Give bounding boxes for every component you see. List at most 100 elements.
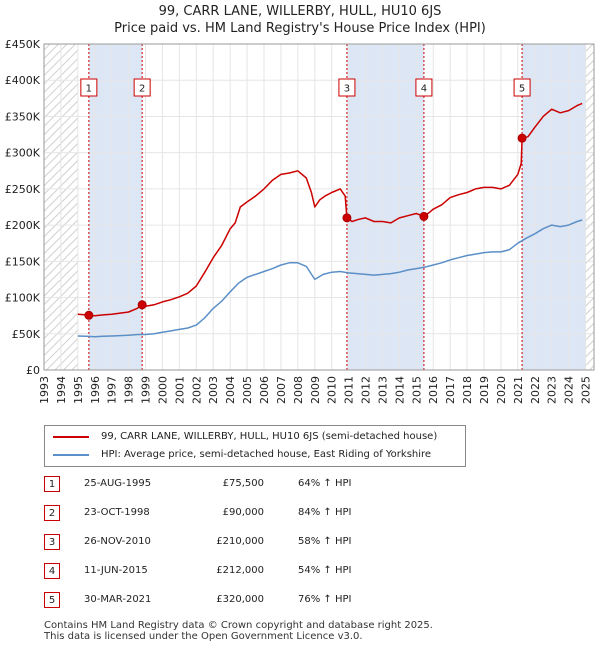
ownership-period-shade — [346, 44, 424, 370]
sale-date: 11-JUN-2015 — [84, 565, 148, 576]
x-tick-label: 2004 — [224, 376, 237, 404]
x-tick-label: 2015 — [410, 376, 423, 404]
sale-price: £75,500 — [222, 478, 264, 489]
x-tick-label: 2013 — [376, 376, 389, 404]
sale-point — [342, 213, 352, 223]
footer-licence: This data is licensed under the Open Gov… — [44, 631, 363, 642]
y-tick-label: £150K — [5, 255, 41, 268]
y-tick-label: £0 — [26, 364, 40, 377]
x-tick-label: 2024 — [563, 376, 576, 404]
sale-marker-label: 1 — [86, 84, 92, 95]
sale-marker-label: 4 — [421, 84, 427, 95]
x-tick-label: 1997 — [106, 376, 119, 404]
x-tick-label: 1993 — [38, 376, 51, 404]
legend-label-hpi: HPI: Average price, semi-detached house,… — [101, 449, 432, 460]
y-tick-label: £450K — [5, 38, 41, 51]
x-tick-label: 2018 — [461, 376, 474, 404]
sale-hpi-change: 58% ↑ HPI — [298, 536, 352, 547]
legend-label-property: 99, CARR LANE, WILLERBY, HULL, HU10 6JS … — [101, 431, 438, 442]
sale-point — [137, 300, 147, 310]
price-chart: 1 2 3 4 5 1993 1994 1995 1996 1997 1998 1999 2000 20… — [5, 38, 595, 404]
y-tick-label: £350K — [5, 110, 41, 123]
x-tick-label: 2001 — [173, 376, 186, 404]
legend-swatch-hpi — [53, 454, 89, 456]
x-tick-label: 2009 — [309, 376, 322, 404]
x-tick-label: 1998 — [123, 376, 136, 404]
chart-subtitle: Price paid vs. HM Land Registry's House … — [114, 21, 486, 36]
x-tick-label: 2011 — [343, 376, 356, 404]
sale-marker-box — [415, 78, 433, 97]
sales-table: 1 25-AUG-1995 £75,500 64% ↑ HPI 2 23-OCT… — [44, 472, 384, 617]
sale-number: 2 — [44, 505, 60, 521]
x-tick-label: 2008 — [292, 376, 305, 404]
x-tick-label: 2003 — [207, 376, 220, 404]
x-tick-label: 1994 — [55, 376, 68, 404]
x-tick-label: 2021 — [512, 376, 525, 404]
sale-hpi-change: 84% ↑ HPI — [298, 507, 352, 518]
y-tick-label: £200K — [5, 219, 41, 232]
sale-date: 23-OCT-1998 — [84, 507, 150, 518]
sale-hpi-change: 54% ↑ HPI — [298, 565, 352, 576]
sale-number: 3 — [44, 534, 60, 550]
sale-price: £210,000 — [216, 536, 264, 547]
x-tick-label: 2006 — [258, 376, 271, 404]
sale-marker-box — [133, 78, 151, 97]
x-tick-label: 1995 — [72, 376, 85, 404]
sale-row: 1 25-AUG-1995 £75,500 64% ↑ HPI — [44, 472, 384, 501]
x-tick-label: 2025 — [580, 376, 593, 404]
plot-frame — [43, 43, 595, 371]
sale-price: £212,000 — [216, 565, 264, 576]
sale-price: £320,000 — [216, 594, 264, 605]
sale-point — [517, 133, 527, 143]
sale-date: 25-AUG-1995 — [84, 478, 152, 489]
hatched-region — [585, 44, 594, 370]
sale-row: 4 11-JUN-2015 £212,000 54% ↑ HPI — [44, 559, 384, 588]
x-tick-label: 1996 — [89, 376, 102, 404]
x-tick-label: 2020 — [495, 376, 508, 404]
x-tick-label: 2005 — [241, 376, 254, 404]
sale-price: £90,000 — [222, 507, 264, 518]
sale-point — [419, 211, 429, 221]
sale-marker-box — [338, 78, 356, 97]
sale-hpi-change: 76% ↑ HPI — [298, 594, 352, 605]
sale-marker-label: 5 — [519, 84, 525, 95]
footer: Contains HM Land Registry data © Crown c… — [44, 620, 433, 642]
x-tick-label: 2000 — [156, 376, 169, 404]
x-tick-label: 2012 — [360, 376, 373, 404]
sale-point — [84, 310, 94, 320]
y-tick-label: £300K — [5, 147, 41, 160]
y-tick-label: £100K — [5, 292, 41, 305]
sale-number: 4 — [44, 563, 60, 579]
y-tick-label: £250K — [5, 183, 41, 196]
sale-marker-box — [80, 78, 98, 97]
sale-marker-box — [513, 78, 531, 97]
x-tick-label: 2022 — [529, 376, 542, 404]
x-tick-label: 2007 — [275, 376, 288, 404]
x-tick-label: 2017 — [444, 376, 457, 404]
x-tick-label: 2023 — [546, 376, 559, 404]
ownership-period-shade — [522, 44, 586, 370]
y-tick-label: £50K — [12, 328, 41, 341]
sale-date: 26-NOV-2010 — [84, 536, 151, 547]
sale-row: 5 30-MAR-2021 £320,000 76% ↑ HPI — [44, 588, 384, 617]
chart-title: 99, CARR LANE, WILLERBY, HULL, HU10 6JS — [158, 4, 442, 19]
chart-legend: 99, CARR LANE, WILLERBY, HULL, HU10 6JS … — [44, 425, 466, 467]
footer-copyright: Contains HM Land Registry data © Crown c… — [44, 620, 433, 631]
sale-number: 5 — [44, 592, 60, 608]
y-tick-label: £400K — [5, 74, 41, 87]
x-tick-label: 1999 — [140, 376, 153, 404]
sale-row: 3 26-NOV-2010 £210,000 58% ↑ HPI — [44, 530, 384, 559]
hpi-line — [77, 219, 583, 338]
sale-row: 2 23-OCT-1998 £90,000 84% ↑ HPI — [44, 501, 384, 530]
legend-swatch-property — [53, 436, 89, 438]
x-tick-label: 2014 — [393, 376, 406, 404]
sale-marker-label: 2 — [139, 84, 145, 95]
x-tick-label: 2016 — [427, 376, 440, 404]
property-price-line — [77, 102, 583, 317]
x-tick-label: 2002 — [190, 376, 203, 404]
sale-hpi-change: 64% ↑ HPI — [298, 478, 352, 489]
sale-number: 1 — [44, 476, 60, 492]
sale-date: 30-MAR-2021 — [84, 594, 152, 605]
x-tick-label: 2010 — [326, 376, 339, 404]
sale-marker-label: 3 — [344, 84, 350, 95]
